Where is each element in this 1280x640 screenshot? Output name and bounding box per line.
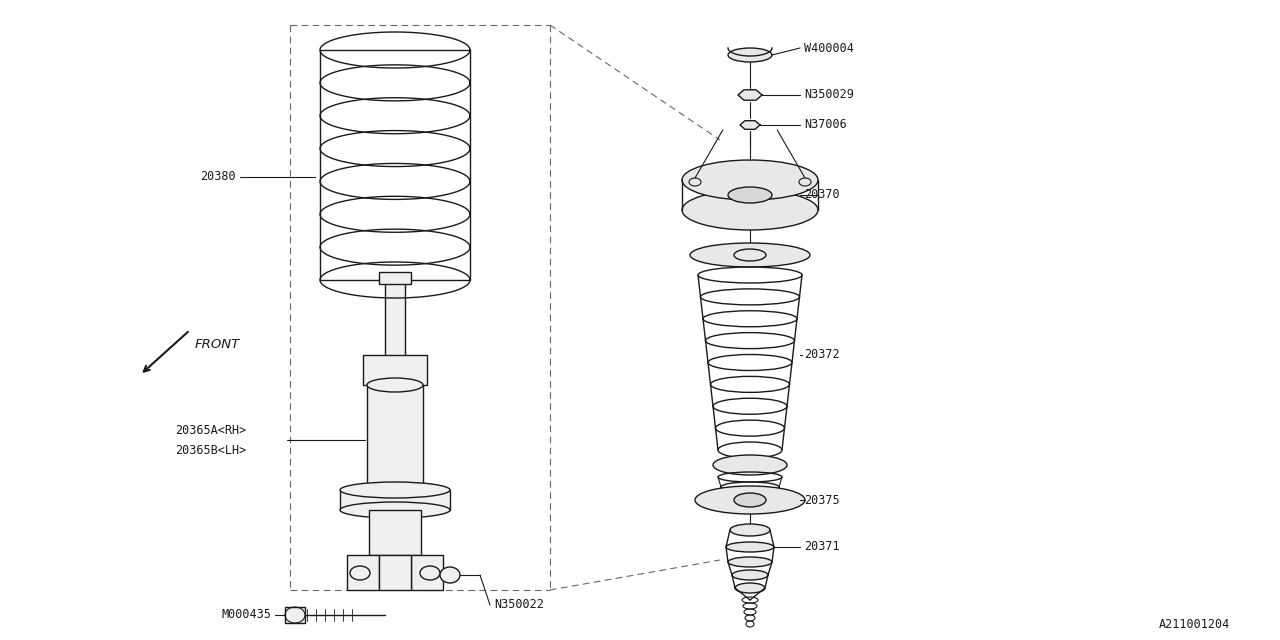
Polygon shape [285, 607, 305, 623]
Ellipse shape [689, 178, 701, 186]
Text: 20371: 20371 [804, 541, 840, 554]
Polygon shape [379, 555, 411, 590]
Ellipse shape [735, 583, 765, 593]
Ellipse shape [690, 243, 810, 267]
Ellipse shape [420, 566, 440, 580]
Ellipse shape [728, 48, 772, 62]
Ellipse shape [682, 160, 818, 200]
Polygon shape [340, 490, 451, 510]
Ellipse shape [730, 524, 771, 536]
Text: N350022: N350022 [494, 598, 544, 611]
Text: 20365A<RH>: 20365A<RH> [175, 424, 246, 436]
Text: W400004: W400004 [804, 42, 854, 54]
Polygon shape [369, 510, 421, 555]
Ellipse shape [367, 483, 422, 497]
Text: FRONT: FRONT [195, 339, 241, 351]
Ellipse shape [340, 502, 451, 518]
Text: 20370: 20370 [804, 189, 840, 202]
Polygon shape [379, 272, 411, 284]
Ellipse shape [367, 378, 422, 392]
Ellipse shape [340, 482, 451, 498]
Polygon shape [347, 555, 379, 590]
Polygon shape [385, 280, 404, 360]
Polygon shape [739, 90, 762, 100]
Text: N37006: N37006 [804, 118, 847, 131]
Text: N350029: N350029 [804, 88, 854, 102]
Ellipse shape [733, 249, 765, 261]
Text: A211001204: A211001204 [1158, 618, 1230, 632]
Text: 20380: 20380 [201, 170, 236, 183]
Polygon shape [740, 121, 760, 129]
Text: M000435: M000435 [221, 609, 271, 621]
Polygon shape [364, 355, 428, 385]
Ellipse shape [440, 567, 460, 583]
Polygon shape [411, 555, 443, 590]
Ellipse shape [799, 178, 812, 186]
Ellipse shape [728, 187, 772, 203]
Text: 20365B<LH>: 20365B<LH> [175, 444, 246, 456]
Text: 20375: 20375 [804, 493, 840, 506]
Text: 20372: 20372 [804, 349, 840, 362]
Ellipse shape [682, 190, 818, 230]
Ellipse shape [733, 493, 765, 507]
Polygon shape [367, 385, 422, 490]
Ellipse shape [713, 455, 787, 475]
Ellipse shape [728, 557, 772, 567]
Ellipse shape [732, 570, 768, 580]
Ellipse shape [695, 486, 805, 514]
Ellipse shape [349, 566, 370, 580]
Ellipse shape [726, 542, 774, 552]
